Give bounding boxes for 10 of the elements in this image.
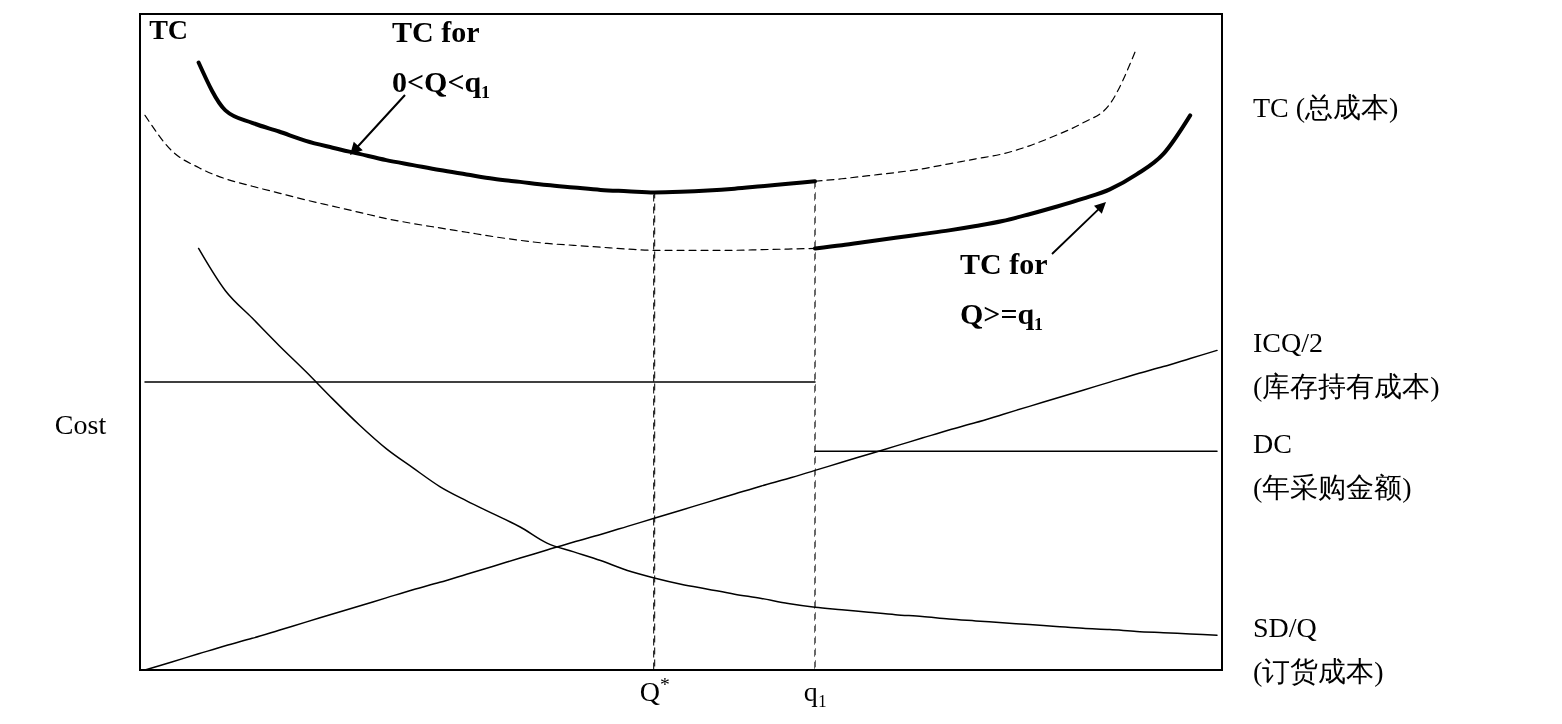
y-axis-title: Cost xyxy=(54,408,107,440)
text: TC (总成本) xyxy=(1253,92,1399,124)
series-label: ICQ/2 (库存持有成本) xyxy=(1253,327,1440,403)
x-tick-label: q₁ xyxy=(803,675,828,707)
annotation: TC for Q>=q₁ xyxy=(960,247,1048,330)
series-label: DC (年采购金额) xyxy=(1253,428,1412,504)
series-label: SD/Q (订货成本) xyxy=(1253,612,1384,688)
annotation: TC for 0<Q<q₁ xyxy=(392,15,491,98)
x-tick-label: Q$^{*}$ xyxy=(639,673,670,707)
series-label: TC xyxy=(149,13,189,45)
